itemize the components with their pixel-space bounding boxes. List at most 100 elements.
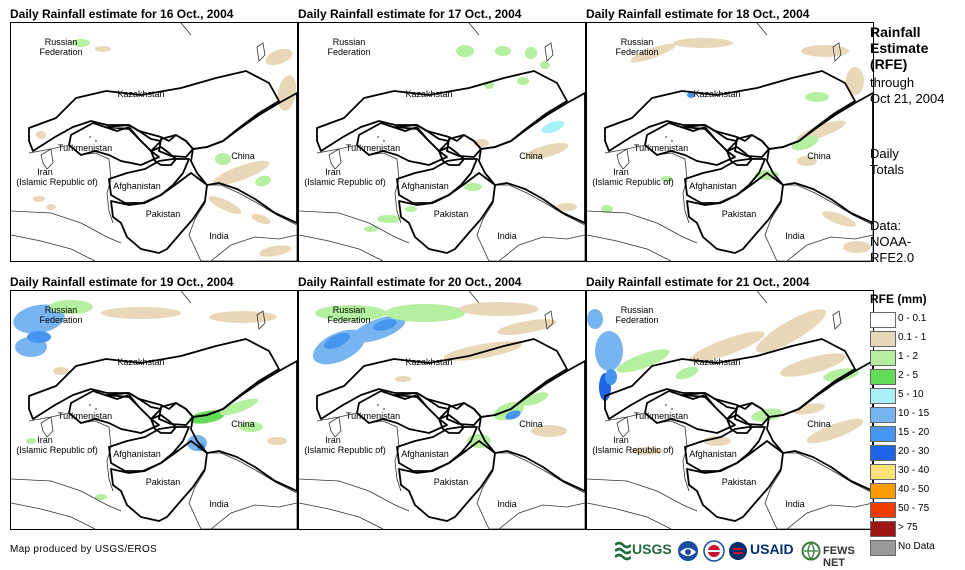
country-border-thin [28, 144, 114, 224]
rain-area [255, 175, 271, 187]
rain-area [756, 309, 826, 353]
country-border-bold [446, 402, 482, 426]
rain-area [525, 47, 537, 59]
country-border-thin [188, 452, 297, 529]
country-border-thin [587, 478, 698, 512]
label-kazakhstan: Kazakhstan [693, 89, 740, 99]
country-border-bold [684, 426, 766, 472]
legend-label: 15 - 20 [898, 427, 930, 438]
country-border-bold [108, 426, 190, 472]
rain-area [443, 341, 523, 361]
legend-swatch [870, 521, 896, 537]
legend-label: 10 - 15 [898, 408, 930, 419]
legend-label: 30 - 40 [898, 465, 930, 476]
rain-area [26, 438, 36, 444]
legend-label: 0.1 - 1 [898, 332, 927, 343]
rain-area [595, 331, 623, 371]
country-border-thin [786, 234, 873, 261]
legend-swatch [870, 426, 896, 442]
label-russia: Russian [45, 37, 78, 47]
country-border-bold [356, 122, 448, 166]
label-china: China [519, 419, 543, 429]
legend-swatch [870, 312, 896, 328]
legend-label: No Data [898, 541, 935, 552]
label-iran: Iran [37, 435, 53, 445]
map-frame: Russian Federation Kazakhstan Turkmenistan I… [298, 22, 586, 262]
rain-area [780, 353, 846, 377]
rain-area [385, 304, 465, 322]
label-iran: Iran [613, 167, 629, 177]
rain-area [265, 48, 293, 66]
map-frame: Russian Federation Kazakhstan Turkmenistan I… [586, 290, 874, 530]
country-border-thin [180, 23, 192, 36]
rain-area [312, 329, 366, 365]
panel-title: Daily Rainfall estimate for 21 Oct., 200… [586, 275, 810, 289]
country-border-thin [832, 310, 842, 330]
data-source-line1: Data: [870, 218, 902, 233]
legend-label: 5 - 10 [898, 389, 924, 400]
map-panel-16: Daily Rainfall estimate for 16 Oct., 200… [10, 6, 298, 262]
label-russia: Federation [39, 315, 82, 325]
country-border-thin [316, 144, 402, 224]
country-border-thin [11, 234, 96, 261]
rain-area [315, 305, 387, 321]
label-russia: Russian [333, 305, 366, 315]
country-border-bold [106, 392, 162, 420]
country-border-bold [398, 440, 496, 522]
label-turkmenistan: Turkmenistan [346, 143, 400, 153]
label-iran: (Islamic Republic of) [304, 177, 386, 187]
rain-area [395, 376, 411, 382]
label-india: India [785, 499, 805, 509]
country-border-bold [150, 414, 177, 434]
country-border-thin [210, 502, 297, 529]
label-china: China [807, 419, 831, 429]
rain-area [587, 309, 603, 329]
label-china: China [807, 151, 831, 161]
label-turkmenistan: Turkmenistan [346, 411, 400, 421]
country-border-thin [299, 502, 384, 529]
country-border-thin [180, 291, 192, 304]
map-frame: Russian Federation Kazakhstan Turkmenistan I… [298, 290, 586, 530]
country-border-bold [190, 360, 297, 492]
rain-area [239, 422, 263, 432]
country-border-bold [356, 390, 448, 434]
label-afghanistan: Afghanistan [689, 181, 737, 191]
label-pakistan: Pakistan [434, 477, 469, 487]
rain-area [215, 153, 231, 165]
label-turkmenistan: Turkmenistan [634, 411, 688, 421]
label-russia: Russian [333, 37, 366, 47]
country-border-thin [40, 148, 54, 170]
rfe-heading: Rainfall Estimate (RFE) through Oct 21, … [870, 24, 944, 107]
legend-label: 50 - 75 [898, 503, 930, 514]
legend-swatch [870, 331, 896, 347]
rain-area [497, 319, 557, 335]
country-border-bold [644, 122, 736, 166]
country-border-thin [328, 416, 342, 438]
rain-area [791, 135, 819, 151]
data-source-line3: RFE2.0 [870, 250, 915, 265]
label-kazakhstan: Kazakhstan [405, 357, 452, 367]
rain-area [525, 142, 569, 160]
label-pakistan: Pakistan [722, 209, 757, 219]
label-china: China [519, 151, 543, 161]
country-border-bold [396, 426, 478, 472]
label-china: China [231, 419, 255, 429]
map-frame: Russian Federation Kazakhstan Turkmenistan I… [10, 290, 298, 530]
rain-area [72, 39, 90, 47]
rain-area [208, 196, 242, 214]
label-india: India [209, 231, 229, 241]
label-india: India [209, 499, 229, 509]
country-border-bold [438, 414, 465, 434]
country-border-bold [734, 134, 770, 158]
legend-swatch [870, 445, 896, 461]
country-border-bold [684, 158, 766, 204]
legend-label: 40 - 50 [898, 484, 930, 495]
legend-swatch [870, 483, 896, 499]
label-afghanistan: Afghanistan [689, 449, 737, 459]
rain-area [631, 447, 663, 455]
rain-area [95, 46, 111, 52]
country-border-bold [398, 172, 496, 254]
fewsnet-globe-icon [801, 541, 821, 561]
